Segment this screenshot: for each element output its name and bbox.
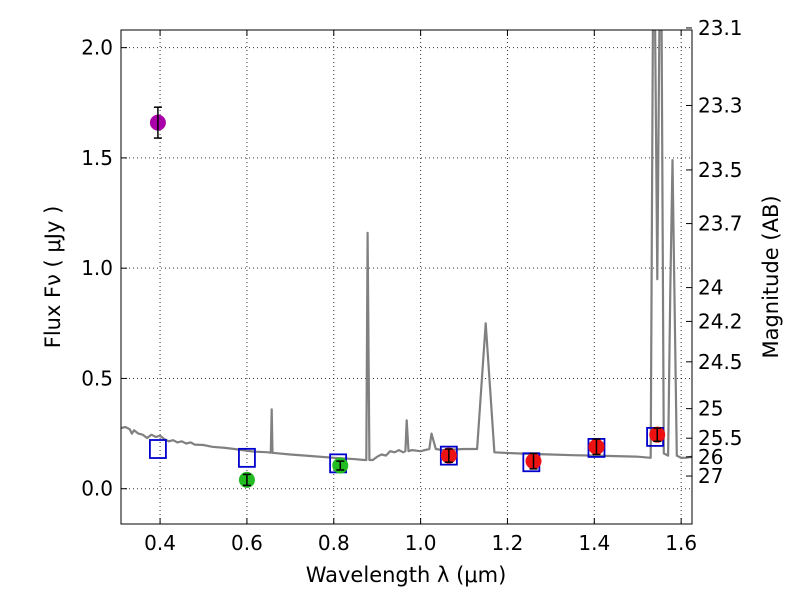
spectrum-line bbox=[121, 26, 692, 460]
x-tick-label: 0.8 bbox=[318, 531, 350, 555]
x-axis: 0.4 0.6 0.8 1.0 1.2 1.4 1.6 bbox=[144, 30, 697, 555]
y2-axis-label: Magnitude (AB) bbox=[759, 195, 783, 358]
x-tick-label: 0.6 bbox=[231, 531, 263, 555]
x-tick-label: 1.2 bbox=[492, 531, 524, 555]
x-tick-label: 0.4 bbox=[144, 531, 176, 555]
y2-tick-label: 24.2 bbox=[698, 309, 743, 333]
y2-tick-label: 23.3 bbox=[698, 93, 743, 117]
x-tick-label: 1.4 bbox=[578, 531, 610, 555]
y-tick-label: 0.5 bbox=[81, 366, 113, 390]
y-tick-label: 2.0 bbox=[81, 36, 113, 60]
y2-tick-label: 27 bbox=[698, 464, 723, 488]
x-tick-label: 1.6 bbox=[665, 531, 697, 555]
model-photometry-square bbox=[150, 440, 166, 458]
y-tick-label: 0.0 bbox=[81, 477, 113, 501]
y-tick-label: 1.5 bbox=[81, 146, 113, 170]
y-tick-label: 1.0 bbox=[81, 256, 113, 280]
y2-tick-label: 24.5 bbox=[698, 350, 743, 374]
y-axis: 0.0 0.5 1.0 1.5 2.0 bbox=[81, 36, 127, 501]
y2-tick-label: 23.5 bbox=[698, 158, 743, 182]
x-tick-label: 1.0 bbox=[405, 531, 437, 555]
y2-tick-label: 23.7 bbox=[698, 212, 743, 236]
plot-area bbox=[121, 26, 692, 488]
y2-tick-label: 23.1 bbox=[698, 16, 743, 40]
x-axis-label: Wavelength λ (μm) bbox=[306, 563, 507, 587]
y2-tick-label: 24 bbox=[698, 276, 723, 300]
sed-chart: 0.4 0.6 0.8 1.0 1.2 1.4 1.6 0.0 0.5 1.0 1.5 2.0 23… bbox=[0, 0, 800, 600]
y2-tick-label: 25 bbox=[698, 397, 723, 421]
y-axis-label: Flux Fν ( μJy ) bbox=[41, 206, 65, 349]
